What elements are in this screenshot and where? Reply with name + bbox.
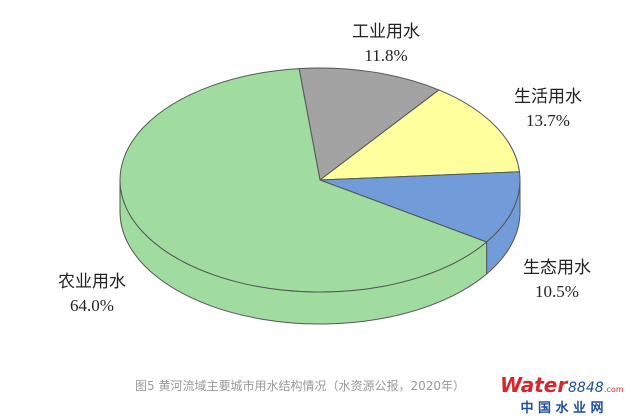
slice-value-label: 10.5%: [535, 282, 579, 301]
caption: 图5 黄河流域主要城市用水结构情况（水资源公报，2020年）: [135, 378, 465, 393]
slice-label: 生态用水: [523, 258, 591, 277]
pie-slice: [318, 89, 521, 181]
watermark-tagline: 中 国 水 业 网: [520, 400, 603, 416]
watermark-brand: Water: [500, 373, 568, 397]
slice-label: 工业用水: [352, 22, 420, 41]
pie-slice: [119, 68, 488, 293]
slice-label: 农业用水: [58, 272, 126, 291]
pie-slice: [319, 171, 521, 243]
slice-value-label: 11.8%: [364, 46, 407, 65]
pie-slice: [298, 67, 440, 181]
slice-value-label: 13.7%: [526, 111, 570, 130]
watermark-domain: .com: [604, 385, 624, 394]
slice-value-label: 64.0%: [70, 296, 114, 315]
watermark-number: 8848: [568, 380, 604, 396]
slice-label: 生活用水: [514, 87, 582, 106]
watermark: Water 8848 .com 中 国 水 业 网: [500, 373, 624, 416]
